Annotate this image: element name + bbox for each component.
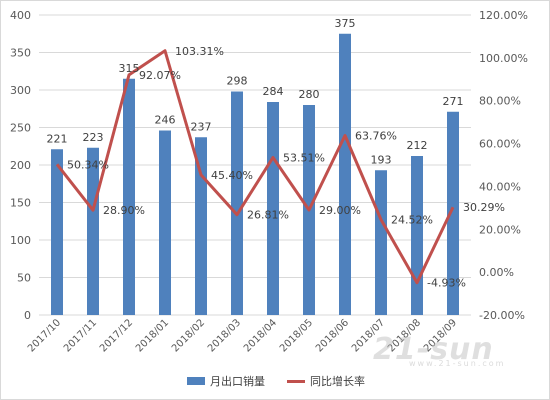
left-tick-label: 300: [10, 84, 31, 97]
bar-data-label: 223: [83, 131, 104, 144]
line-data-label: 53.51%: [283, 151, 325, 164]
x-tick-label: 2017/12: [98, 317, 135, 354]
right-tick-label: 120.00%: [479, 9, 528, 22]
bar-data-label: 298: [227, 75, 248, 88]
right-tick-label: 40.00%: [479, 180, 521, 193]
right-tick-label: -20.00%: [479, 309, 525, 322]
bar-data-label: 212: [407, 139, 428, 152]
line-data-label: 92.07%: [139, 69, 181, 82]
line-data-label: 26.81%: [247, 209, 289, 222]
bar: [339, 33, 351, 315]
bar-data-label: 315: [119, 62, 140, 75]
line-data-label: 24.52%: [391, 214, 433, 227]
chart-legend: 月出口销量 同比增长率: [1, 373, 549, 389]
left-tick-label: 250: [10, 122, 31, 135]
watermark-logo: 21-sun www.21-sun.com: [373, 327, 543, 371]
bar: [159, 130, 171, 315]
left-tick-label: 100: [10, 234, 31, 247]
line-data-label: 45.40%: [211, 169, 253, 182]
x-tick-label: 2017/10: [26, 317, 63, 354]
bar-data-label: 284: [263, 85, 284, 98]
bar-data-label: 246: [155, 114, 176, 127]
x-tick-label: 2018/03: [206, 317, 243, 354]
x-tick-label: 2018/06: [314, 317, 351, 354]
line-data-label: 30.29%: [463, 201, 505, 214]
legend-swatch-bar: [187, 377, 205, 385]
line-data-label: 103.31%: [175, 45, 224, 58]
line-data-label: 29.00%: [319, 204, 361, 217]
bar: [87, 147, 99, 315]
bar-data-label: 271: [443, 95, 464, 108]
line-series: [55, 49, 455, 285]
x-tick-label: 2018/05: [278, 317, 315, 354]
line-data-label: 28.90%: [103, 204, 145, 217]
bar-data-label: 237: [191, 120, 212, 133]
bar-data-label: 375: [335, 17, 356, 30]
x-tick-label: 2018/04: [242, 317, 279, 354]
bar-data-label: 280: [299, 88, 320, 101]
left-tick-label: 150: [10, 197, 31, 210]
bar-data-label: 221: [47, 132, 68, 145]
legend-label-line: 同比增长率: [310, 375, 365, 388]
watermark-subtext: www.21-sun.com: [409, 359, 506, 368]
right-tick-label: 20.00%: [479, 223, 521, 236]
left-tick-label: 0: [24, 309, 31, 322]
left-tick-label: 400: [10, 9, 31, 22]
line-data-label: 50.34%: [67, 158, 109, 171]
bar: [447, 111, 459, 315]
right-tick-label: 80.00%: [479, 95, 521, 108]
watermark-text: 21-sun: [373, 331, 494, 367]
left-tick-label: 350: [10, 47, 31, 60]
bar: [267, 102, 279, 315]
line-data-label: -4.93%: [427, 277, 466, 290]
line-data-label: 63.76%: [355, 130, 397, 143]
left-tick-label: 200: [10, 159, 31, 172]
bar: [195, 137, 207, 315]
bar: [123, 78, 135, 315]
left-tick-label: 50: [17, 272, 31, 285]
x-tick-label: 2017/11: [62, 317, 99, 354]
bar: [411, 156, 423, 315]
legend-swatch-line: [287, 379, 305, 383]
bar: [51, 149, 63, 315]
bar: [375, 170, 387, 315]
bar-data-label: 193: [371, 153, 392, 166]
legend-item-bar: 月出口销量: [187, 373, 265, 389]
legend-item-line: 同比增长率: [287, 373, 365, 389]
bar: [231, 91, 243, 315]
right-tick-label: 0.00%: [479, 266, 514, 279]
legend-label-bar: 月出口销量: [210, 375, 265, 388]
x-tick-label: 2018/01: [134, 317, 171, 354]
right-tick-label: 100.00%: [479, 52, 528, 65]
x-tick-label: 2018/02: [170, 317, 207, 354]
right-tick-label: 60.00%: [479, 138, 521, 151]
